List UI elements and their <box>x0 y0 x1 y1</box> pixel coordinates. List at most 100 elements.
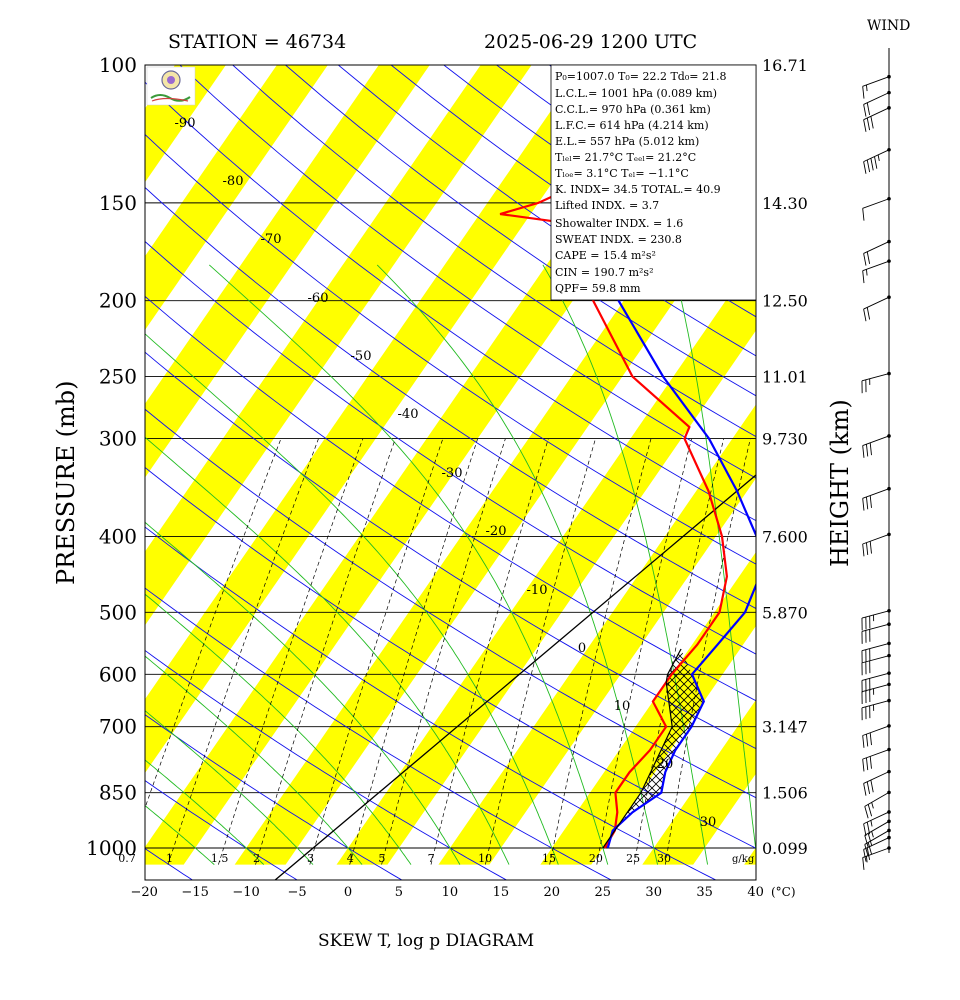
mixing-ratio-label: 1.5 <box>211 852 229 865</box>
isotherm-band <box>145 65 532 626</box>
temperature-tick-label: 10 <box>442 885 459 900</box>
info-cin: CIN = 190.7 m²s² <box>555 266 653 279</box>
mixing-ratio-label: 30 <box>657 852 671 865</box>
plot-frame <box>144 64 757 881</box>
isotherm-label: -50 <box>351 349 372 364</box>
wind-barb-feather <box>866 102 871 115</box>
height-axis-title: HEIGHT (km) <box>826 399 854 567</box>
cape-hatched-area <box>602 649 704 848</box>
wind-barb-feather <box>874 156 878 169</box>
height-tick-label: 11.01 <box>762 368 808 387</box>
lcl-reference-line <box>274 474 756 880</box>
wind-barb-half-feather <box>865 84 868 92</box>
wind-barb-half-feather <box>877 154 880 162</box>
wind-barb-feather <box>863 849 867 862</box>
mixing-ratio-line <box>255 438 396 865</box>
wind-barb <box>862 434 891 458</box>
isotherm-label: 30 <box>700 815 717 830</box>
wind-barb-feather <box>863 161 867 174</box>
wind-barb <box>861 682 891 705</box>
wind-barb-feather <box>863 823 867 837</box>
isotherm-label: -80 <box>223 174 244 189</box>
mixing-ratio-line <box>549 438 652 865</box>
temperature-tick-label: 0 <box>344 885 352 900</box>
wind-barb-feather <box>869 442 872 456</box>
wind-barb-staff <box>862 260 890 272</box>
wind-barb-staff <box>862 749 890 760</box>
datetime-title: 2025-06-29 1200 UTC <box>484 31 697 53</box>
mixing-ratio-unit-label: g/kg <box>732 854 755 865</box>
info-k-index: K. INDX= 34.5 TOTAL.= 40.9 <box>555 183 721 196</box>
wind-barb <box>862 747 891 772</box>
wind-barb-staff <box>861 672 890 681</box>
wind-barb <box>863 769 891 796</box>
pressure-tick-label: 700 <box>99 715 137 739</box>
temperature-tick-label: 40 <box>747 885 764 900</box>
height-tick-label: 3.147 <box>762 718 808 737</box>
wind-barb-feather <box>862 543 865 557</box>
dry-adiabat <box>145 81 756 522</box>
mixing-ratio-line <box>167 438 319 865</box>
temperature-tick-label: 30 <box>645 885 662 900</box>
mixing-ratio-line <box>430 438 549 865</box>
dry-adiabat <box>145 526 717 880</box>
dry-adiabat <box>145 295 756 702</box>
mixing-ratio-line <box>381 438 506 865</box>
isotherm-label: 10 <box>614 699 631 714</box>
wind-barb-staff <box>861 642 890 652</box>
wind-barb-staff <box>862 76 890 87</box>
wind-barb-staff <box>862 198 890 209</box>
wind-barb-feather <box>870 158 874 171</box>
wind-barb-feather <box>863 783 867 796</box>
wind-barb-feather <box>866 251 871 264</box>
wind-barb-staff <box>862 488 890 499</box>
wind-barb-feather <box>866 159 871 173</box>
wind-barb <box>862 259 891 284</box>
pressure-tick-label: 200 <box>99 289 137 313</box>
info-ccl: C.C.L.= 970 hPa (0.361 km) <box>555 103 711 116</box>
mixing-ratio-line <box>485 438 596 865</box>
wind-barb <box>864 819 891 848</box>
wind-barb-staff <box>862 847 890 858</box>
moist-adiabat <box>145 593 412 865</box>
wind-barb-feather <box>862 86 865 99</box>
wind-barb-feather <box>864 835 869 848</box>
mixing-ratio-label: 10 <box>478 852 492 865</box>
parcel-path-line <box>602 648 682 849</box>
isotherm-label: -20 <box>486 524 507 539</box>
wind-barb-feather <box>863 119 867 132</box>
height-tick-label: 1.506 <box>762 784 808 803</box>
moist-adiabat <box>145 655 363 865</box>
mixing-ratio-label: 1 <box>166 852 173 865</box>
moist-adiabat <box>145 521 461 865</box>
moist-adiabat <box>145 333 559 865</box>
isotherm-band <box>0 29 47 864</box>
wind-barb-feather <box>866 781 871 795</box>
height-tick-label: 12.50 <box>762 292 808 311</box>
isotherm-band <box>336 256 756 865</box>
moist-adiabat <box>145 759 265 865</box>
moist-adiabat <box>145 436 510 865</box>
isotherm-label: -30 <box>442 466 463 481</box>
wind-barb-feather <box>862 498 865 511</box>
pressure-tick-label: 400 <box>99 524 137 548</box>
pressure-tick-label: 1000 <box>86 836 137 860</box>
height-tick-label: 5.870 <box>762 603 808 622</box>
wind-barb <box>861 371 891 394</box>
wind-barb-staff <box>863 296 890 310</box>
wind-barb-feather <box>866 847 871 860</box>
isotherm-label: -60 <box>308 291 329 306</box>
mixing-ratio-label: 7 <box>428 852 435 865</box>
temperature-tick-label: 15 <box>493 885 510 900</box>
pressure-tick-label: 500 <box>99 600 137 624</box>
wind-barb-feather <box>862 857 865 870</box>
info-lfc: L.F.C.= 614 hPa (4.214 km) <box>555 119 709 132</box>
wind-barb-staff <box>864 791 890 807</box>
wind-barb-staff <box>862 435 890 446</box>
dry-adiabat <box>145 240 756 655</box>
height-tick-label: 16.71 <box>762 56 808 75</box>
moist-adiabat <box>376 264 659 865</box>
cape-hatch <box>602 649 704 848</box>
wind-barb <box>863 147 891 174</box>
dry-adiabat <box>145 649 508 880</box>
